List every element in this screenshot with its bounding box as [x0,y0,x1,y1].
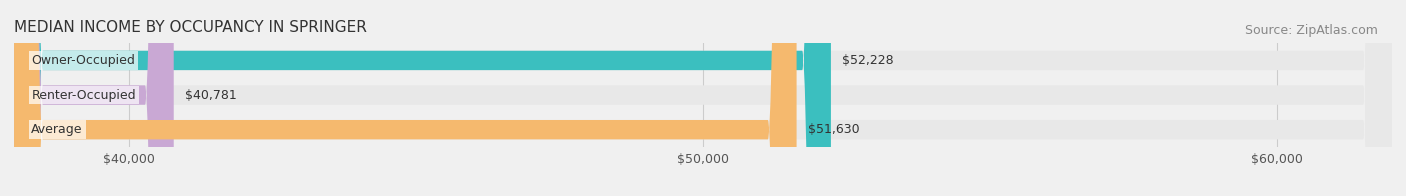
Text: Average: Average [31,123,83,136]
FancyBboxPatch shape [14,0,1392,196]
Text: $52,228: $52,228 [842,54,894,67]
Text: MEDIAN INCOME BY OCCUPANCY IN SPRINGER: MEDIAN INCOME BY OCCUPANCY IN SPRINGER [14,20,367,35]
FancyBboxPatch shape [14,0,1392,196]
Text: Owner-Occupied: Owner-Occupied [31,54,135,67]
Text: Renter-Occupied: Renter-Occupied [31,89,136,102]
Text: Source: ZipAtlas.com: Source: ZipAtlas.com [1244,24,1378,36]
FancyBboxPatch shape [14,0,1392,196]
FancyBboxPatch shape [14,0,797,196]
FancyBboxPatch shape [14,0,174,196]
Text: $51,630: $51,630 [808,123,859,136]
Text: $40,781: $40,781 [186,89,238,102]
FancyBboxPatch shape [14,0,831,196]
